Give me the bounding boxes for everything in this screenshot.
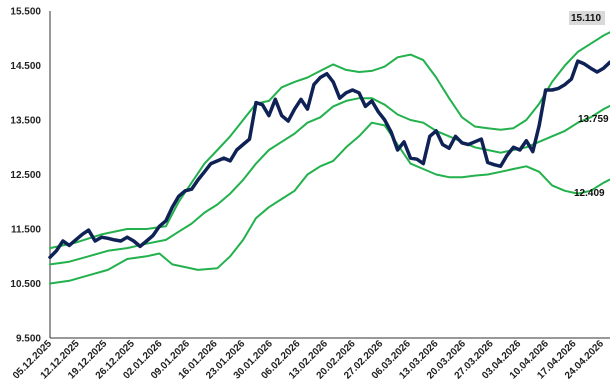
end-value-label: 13.759 (578, 114, 609, 125)
series-layer (48, 31, 610, 285)
end-labels-layer: 15.110 13.759 12.409 (569, 11, 609, 199)
y-tick-label: 11.500 (11, 225, 41, 236)
end-label-box (569, 11, 605, 25)
y-tick-label: 10.500 (10, 279, 41, 290)
axes: 9.500 10.500 11.500 12.500 13.500 14.500 15.50… (10, 7, 610, 382)
end-value-label: 12.409 (574, 188, 605, 199)
y-tick-label: 12.500 (10, 170, 41, 181)
y-tick-label: 13.500 (10, 116, 41, 127)
price-line (48, 59, 610, 260)
lower-band-line (49, 121, 610, 285)
y-tick-label: 9.500 (16, 334, 41, 345)
y-tick-label: 14.500 (10, 61, 41, 72)
y-tick-label: 15.500 (10, 7, 41, 18)
end-value-label: 15.110 (571, 13, 601, 24)
